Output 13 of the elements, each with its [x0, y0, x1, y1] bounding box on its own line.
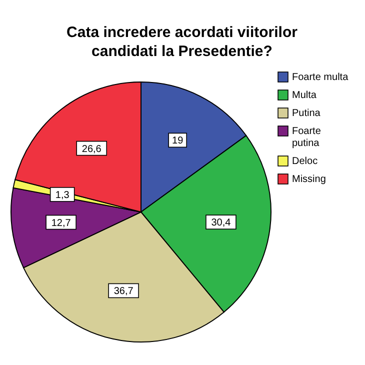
legend-label: Deloc	[292, 156, 318, 167]
data-label: 36,7	[114, 286, 134, 298]
data-label: 19	[172, 136, 184, 147]
chart-title: Cata incredere acordati viitorilor candidati la Presedentie?	[66, 24, 298, 60]
legend-label: Multa	[292, 90, 317, 101]
data-label: 26,6	[82, 144, 102, 155]
data-label: 12,7	[51, 218, 72, 229]
data-label: 30,4	[211, 218, 232, 229]
legend-label: Missing	[292, 174, 326, 185]
legend-label: Foarte putina	[292, 126, 322, 149]
data-label: 1,3	[55, 190, 70, 201]
legend-label: Foarte multa	[292, 72, 349, 83]
legend-label: Putina	[292, 108, 321, 119]
